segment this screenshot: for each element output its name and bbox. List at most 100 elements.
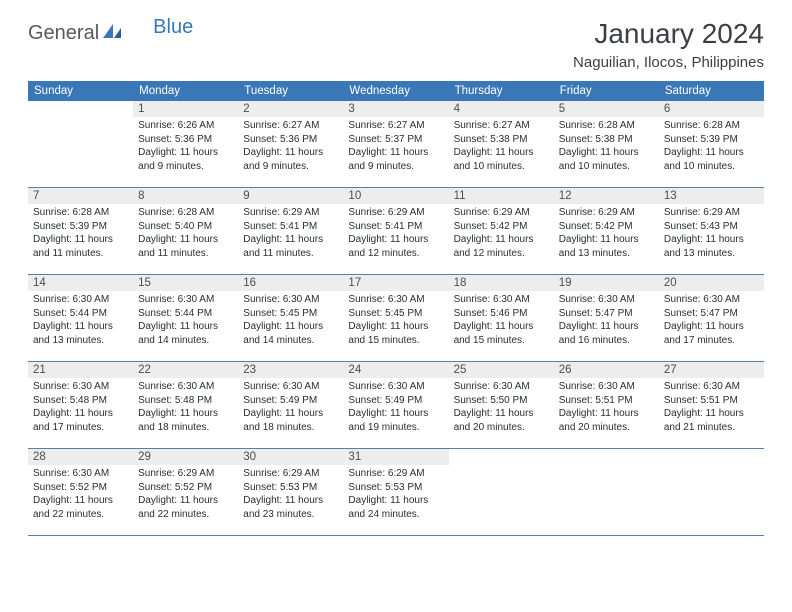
day-body: Sunrise: 6:29 AMSunset: 5:42 PMDaylight:…	[449, 204, 554, 264]
sunrise-text: Sunrise: 6:27 AM	[243, 119, 338, 133]
day-number: 21	[28, 362, 133, 378]
day-body: Sunrise: 6:27 AMSunset: 5:38 PMDaylight:…	[449, 117, 554, 177]
day-body: Sunrise: 6:30 AMSunset: 5:48 PMDaylight:…	[133, 378, 238, 438]
sunset-text: Sunset: 5:52 PM	[138, 481, 233, 495]
sunrise-text: Sunrise: 6:30 AM	[138, 380, 233, 394]
daylight-text: Daylight: 11 hours and 16 minutes.	[559, 320, 654, 347]
week-row: 1Sunrise: 6:26 AMSunset: 5:36 PMDaylight…	[28, 101, 764, 188]
day-body: Sunrise: 6:30 AMSunset: 5:52 PMDaylight:…	[28, 465, 133, 525]
sunset-text: Sunset: 5:42 PM	[559, 220, 654, 234]
day-number: 18	[449, 275, 554, 291]
sunset-text: Sunset: 5:36 PM	[243, 133, 338, 147]
day-cell: 17Sunrise: 6:30 AMSunset: 5:45 PMDayligh…	[343, 275, 448, 361]
sunset-text: Sunset: 5:45 PM	[243, 307, 338, 321]
day-number: 9	[238, 188, 343, 204]
day-cell: 21Sunrise: 6:30 AMSunset: 5:48 PMDayligh…	[28, 362, 133, 448]
day-number: 31	[343, 449, 448, 465]
sunrise-text: Sunrise: 6:30 AM	[454, 380, 549, 394]
daylight-text: Daylight: 11 hours and 11 minutes.	[33, 233, 128, 260]
daylight-text: Daylight: 11 hours and 20 minutes.	[559, 407, 654, 434]
day-number: 27	[659, 362, 764, 378]
day-number: 16	[238, 275, 343, 291]
day-number: 17	[343, 275, 448, 291]
sunrise-text: Sunrise: 6:30 AM	[559, 380, 654, 394]
daylight-text: Daylight: 11 hours and 11 minutes.	[138, 233, 233, 260]
day-body: Sunrise: 6:30 AMSunset: 5:45 PMDaylight:…	[238, 291, 343, 351]
day-header: Tuesday	[238, 81, 343, 101]
day-number: 7	[28, 188, 133, 204]
sunrise-text: Sunrise: 6:26 AM	[138, 119, 233, 133]
sunset-text: Sunset: 5:49 PM	[348, 394, 443, 408]
sunrise-text: Sunrise: 6:30 AM	[454, 293, 549, 307]
day-number: 1	[133, 101, 238, 117]
sunrise-text: Sunrise: 6:29 AM	[664, 206, 759, 220]
day-number: 19	[554, 275, 659, 291]
daylight-text: Daylight: 11 hours and 13 minutes.	[559, 233, 654, 260]
day-number: 15	[133, 275, 238, 291]
day-cell: 4Sunrise: 6:27 AMSunset: 5:38 PMDaylight…	[449, 101, 554, 187]
daylight-text: Daylight: 11 hours and 17 minutes.	[664, 320, 759, 347]
sunset-text: Sunset: 5:47 PM	[559, 307, 654, 321]
day-body: Sunrise: 6:30 AMSunset: 5:44 PMDaylight:…	[28, 291, 133, 351]
daylight-text: Daylight: 11 hours and 10 minutes.	[559, 146, 654, 173]
day-cell: 13Sunrise: 6:29 AMSunset: 5:43 PMDayligh…	[659, 188, 764, 274]
week-row: 14Sunrise: 6:30 AMSunset: 5:44 PMDayligh…	[28, 275, 764, 362]
sunrise-text: Sunrise: 6:30 AM	[559, 293, 654, 307]
sunset-text: Sunset: 5:41 PM	[348, 220, 443, 234]
day-number: 23	[238, 362, 343, 378]
day-header: Thursday	[449, 81, 554, 101]
day-cell: 22Sunrise: 6:30 AMSunset: 5:48 PMDayligh…	[133, 362, 238, 448]
day-number: 5	[554, 101, 659, 117]
day-cell: 6Sunrise: 6:28 AMSunset: 5:39 PMDaylight…	[659, 101, 764, 187]
sunrise-text: Sunrise: 6:30 AM	[33, 467, 128, 481]
day-body: Sunrise: 6:30 AMSunset: 5:47 PMDaylight:…	[554, 291, 659, 351]
daylight-text: Daylight: 11 hours and 9 minutes.	[348, 146, 443, 173]
sunrise-text: Sunrise: 6:30 AM	[664, 380, 759, 394]
day-body: Sunrise: 6:29 AMSunset: 5:52 PMDaylight:…	[133, 465, 238, 525]
day-cell: 12Sunrise: 6:29 AMSunset: 5:42 PMDayligh…	[554, 188, 659, 274]
daylight-text: Daylight: 11 hours and 9 minutes.	[243, 146, 338, 173]
logo-text-blue: Blue	[153, 16, 193, 39]
day-body: Sunrise: 6:27 AMSunset: 5:37 PMDaylight:…	[343, 117, 448, 177]
day-cell	[28, 101, 133, 187]
day-body: Sunrise: 6:27 AMSunset: 5:36 PMDaylight:…	[238, 117, 343, 177]
sunrise-text: Sunrise: 6:27 AM	[454, 119, 549, 133]
sunset-text: Sunset: 5:38 PM	[454, 133, 549, 147]
daylight-text: Daylight: 11 hours and 21 minutes.	[664, 407, 759, 434]
sunset-text: Sunset: 5:53 PM	[243, 481, 338, 495]
day-body: Sunrise: 6:30 AMSunset: 5:50 PMDaylight:…	[449, 378, 554, 438]
day-cell: 20Sunrise: 6:30 AMSunset: 5:47 PMDayligh…	[659, 275, 764, 361]
logo-text-general: General	[28, 22, 99, 45]
day-body: Sunrise: 6:28 AMSunset: 5:40 PMDaylight:…	[133, 204, 238, 264]
sunrise-text: Sunrise: 6:29 AM	[454, 206, 549, 220]
day-body: Sunrise: 6:30 AMSunset: 5:49 PMDaylight:…	[238, 378, 343, 438]
daylight-text: Daylight: 11 hours and 22 minutes.	[138, 494, 233, 521]
sunrise-text: Sunrise: 6:30 AM	[664, 293, 759, 307]
daylight-text: Daylight: 11 hours and 22 minutes.	[33, 494, 128, 521]
day-body: Sunrise: 6:30 AMSunset: 5:44 PMDaylight:…	[133, 291, 238, 351]
day-cell: 28Sunrise: 6:30 AMSunset: 5:52 PMDayligh…	[28, 449, 133, 535]
day-number: 20	[659, 275, 764, 291]
day-cell: 23Sunrise: 6:30 AMSunset: 5:49 PMDayligh…	[238, 362, 343, 448]
calendar: SundayMondayTuesdayWednesdayThursdayFrid…	[28, 81, 764, 536]
day-number: 11	[449, 188, 554, 204]
day-number: 12	[554, 188, 659, 204]
daylight-text: Daylight: 11 hours and 15 minutes.	[454, 320, 549, 347]
week-row: 28Sunrise: 6:30 AMSunset: 5:52 PMDayligh…	[28, 449, 764, 536]
sunset-text: Sunset: 5:38 PM	[559, 133, 654, 147]
day-body: Sunrise: 6:30 AMSunset: 5:51 PMDaylight:…	[659, 378, 764, 438]
day-cell: 18Sunrise: 6:30 AMSunset: 5:46 PMDayligh…	[449, 275, 554, 361]
week-row: 7Sunrise: 6:28 AMSunset: 5:39 PMDaylight…	[28, 188, 764, 275]
day-body: Sunrise: 6:26 AMSunset: 5:36 PMDaylight:…	[133, 117, 238, 177]
sunset-text: Sunset: 5:39 PM	[664, 133, 759, 147]
sunset-text: Sunset: 5:49 PM	[243, 394, 338, 408]
sunrise-text: Sunrise: 6:29 AM	[243, 206, 338, 220]
day-cell	[449, 449, 554, 535]
sunset-text: Sunset: 5:43 PM	[664, 220, 759, 234]
day-header: Friday	[554, 81, 659, 101]
day-cell: 3Sunrise: 6:27 AMSunset: 5:37 PMDaylight…	[343, 101, 448, 187]
sunrise-text: Sunrise: 6:28 AM	[33, 206, 128, 220]
sunrise-text: Sunrise: 6:29 AM	[348, 467, 443, 481]
day-number: 22	[133, 362, 238, 378]
day-cell: 26Sunrise: 6:30 AMSunset: 5:51 PMDayligh…	[554, 362, 659, 448]
